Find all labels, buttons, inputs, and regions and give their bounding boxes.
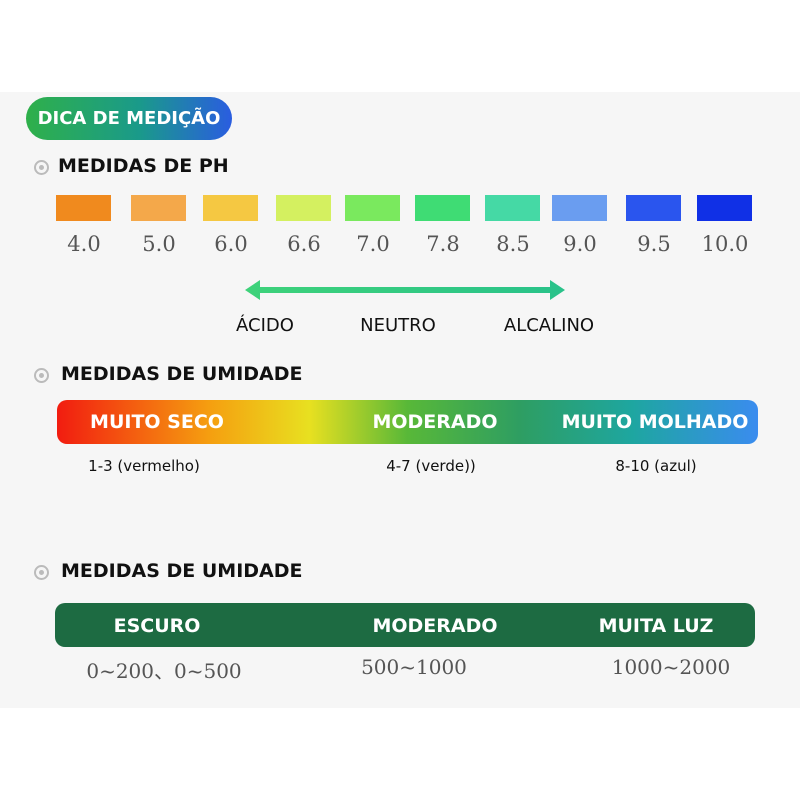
ph-swatch: [697, 195, 752, 221]
ph-label: 8.5: [496, 232, 530, 256]
arrow-label: ALCALINO: [503, 315, 595, 336]
ph-swatch: [345, 195, 400, 221]
bar-label: MUITA LUZ: [598, 615, 714, 637]
ph-swatch: [552, 195, 607, 221]
light-bar: [55, 603, 755, 647]
bar-label: MUITO MOLHADO: [561, 411, 749, 433]
range-label: 1-3 (vermelho): [88, 457, 200, 475]
ph-swatch: [485, 195, 540, 221]
arrow-label: ÁCIDO: [236, 315, 294, 336]
ph-swatch: [276, 195, 331, 221]
badge: DICA DE MEDIÇÃO: [26, 97, 232, 140]
icon: [34, 368, 49, 383]
ph-label: 7.0: [356, 232, 390, 256]
ph-label: 5.0: [142, 232, 176, 256]
range-label: 8-10 (azul): [615, 457, 697, 475]
icon: [34, 565, 49, 580]
bar-label: ESCURO: [113, 615, 201, 637]
range-label: 4-7 (verde)): [386, 457, 476, 475]
section-title: MEDIDAS DE PH: [58, 155, 229, 177]
icon: [34, 160, 49, 175]
ph-label: 7.8: [426, 232, 460, 256]
section-title: MEDIDAS DE UMIDADE: [61, 363, 303, 385]
bar-label: MODERADO: [372, 615, 498, 637]
ph-label: 6.0: [214, 232, 248, 256]
bar-label: MUITO SECO: [90, 411, 224, 433]
arrow-label: NEUTRO: [360, 315, 436, 336]
ph-label: 6.6: [287, 232, 321, 256]
ph-swatch: [131, 195, 186, 221]
range-label: 1000~2000: [611, 655, 731, 679]
bar-label: MODERADO: [372, 411, 498, 433]
ph-label: 4.0: [67, 232, 101, 256]
ph-label: 9.5: [637, 232, 671, 256]
arrow: [245, 280, 565, 300]
section-title: MEDIDAS DE UMIDADE: [61, 560, 303, 582]
ph-swatch: [626, 195, 681, 221]
ph-swatch: [203, 195, 258, 221]
range-label: 0~200、0~500: [86, 659, 242, 683]
ph-swatch: [56, 195, 111, 221]
ph-label: 9.0: [563, 232, 597, 256]
range-label: 500~1000: [361, 655, 467, 679]
ph-swatch: [415, 195, 470, 221]
ph-label: 10.0: [701, 232, 749, 256]
humidity-bar: [57, 400, 758, 444]
